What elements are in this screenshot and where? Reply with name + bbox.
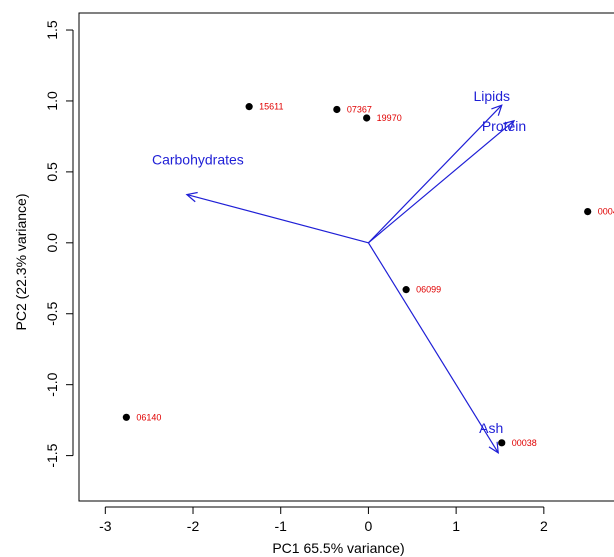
loading-arrowhead (503, 119, 516, 132)
data-point (402, 286, 410, 294)
x-tick-label: -2 (187, 518, 200, 534)
y-tick-label: 0.5 (44, 162, 60, 182)
loading-arrowhead (488, 441, 499, 454)
loading-arrow (367, 242, 499, 454)
y-tick-label: -1.0 (44, 372, 60, 396)
x-axis-label: PC1 65.5% variance) (272, 540, 404, 556)
y-tick-label: -1.5 (44, 443, 60, 467)
loading-vectors: Lipids Protein Carbohydrates Ash (152, 88, 526, 454)
y-tick-label: 1.0 (44, 91, 60, 111)
data-point (122, 413, 130, 421)
loading-arrow (186, 194, 369, 244)
point-label: 15611 (259, 102, 283, 112)
x-tick-label: 0 (365, 518, 373, 534)
loading-arrow (368, 120, 515, 244)
loading-arrowhead (185, 191, 198, 203)
data-point (333, 105, 341, 114)
sample-points: 15611 07367 19970 00044 06099 06140 00038 (122, 102, 614, 448)
point-label: 19970 (377, 113, 402, 123)
x-axis: -3 -2 -1 0 1 2 (99, 506, 548, 534)
point-label: 06140 (136, 412, 161, 422)
y-axis-label: PC2 (22.3% variance) (13, 194, 29, 331)
data-point (245, 103, 253, 111)
loading-label: Protein (482, 118, 526, 134)
x-tick-label: -1 (274, 518, 287, 534)
x-tick-label: -3 (99, 518, 112, 534)
loading-label: Carbohydrates (152, 152, 244, 168)
y-tick-label: 0.0 (44, 233, 60, 253)
y-axis: -1.5 -1.0 -0.5 0.0 0.5 1.0 1.5 (44, 20, 74, 468)
loading-label: Ash (479, 420, 503, 436)
point-label: 06099 (416, 285, 441, 295)
point-label: 00044 (598, 207, 614, 217)
data-point (584, 208, 592, 216)
loading-label: Lipids (473, 88, 510, 104)
loading-arrow (367, 104, 503, 244)
y-tick-label: -0.5 (44, 301, 60, 325)
point-label: 00038 (512, 438, 537, 448)
point-label: 07367 (347, 104, 372, 114)
data-point (498, 439, 506, 447)
loading-arrowhead (491, 104, 503, 116)
x-tick-label: 2 (540, 518, 548, 534)
x-tick-label: 1 (452, 518, 460, 534)
plot-frame (78, 12, 614, 502)
y-tick-label: 1.5 (44, 20, 60, 40)
data-point (363, 114, 371, 122)
